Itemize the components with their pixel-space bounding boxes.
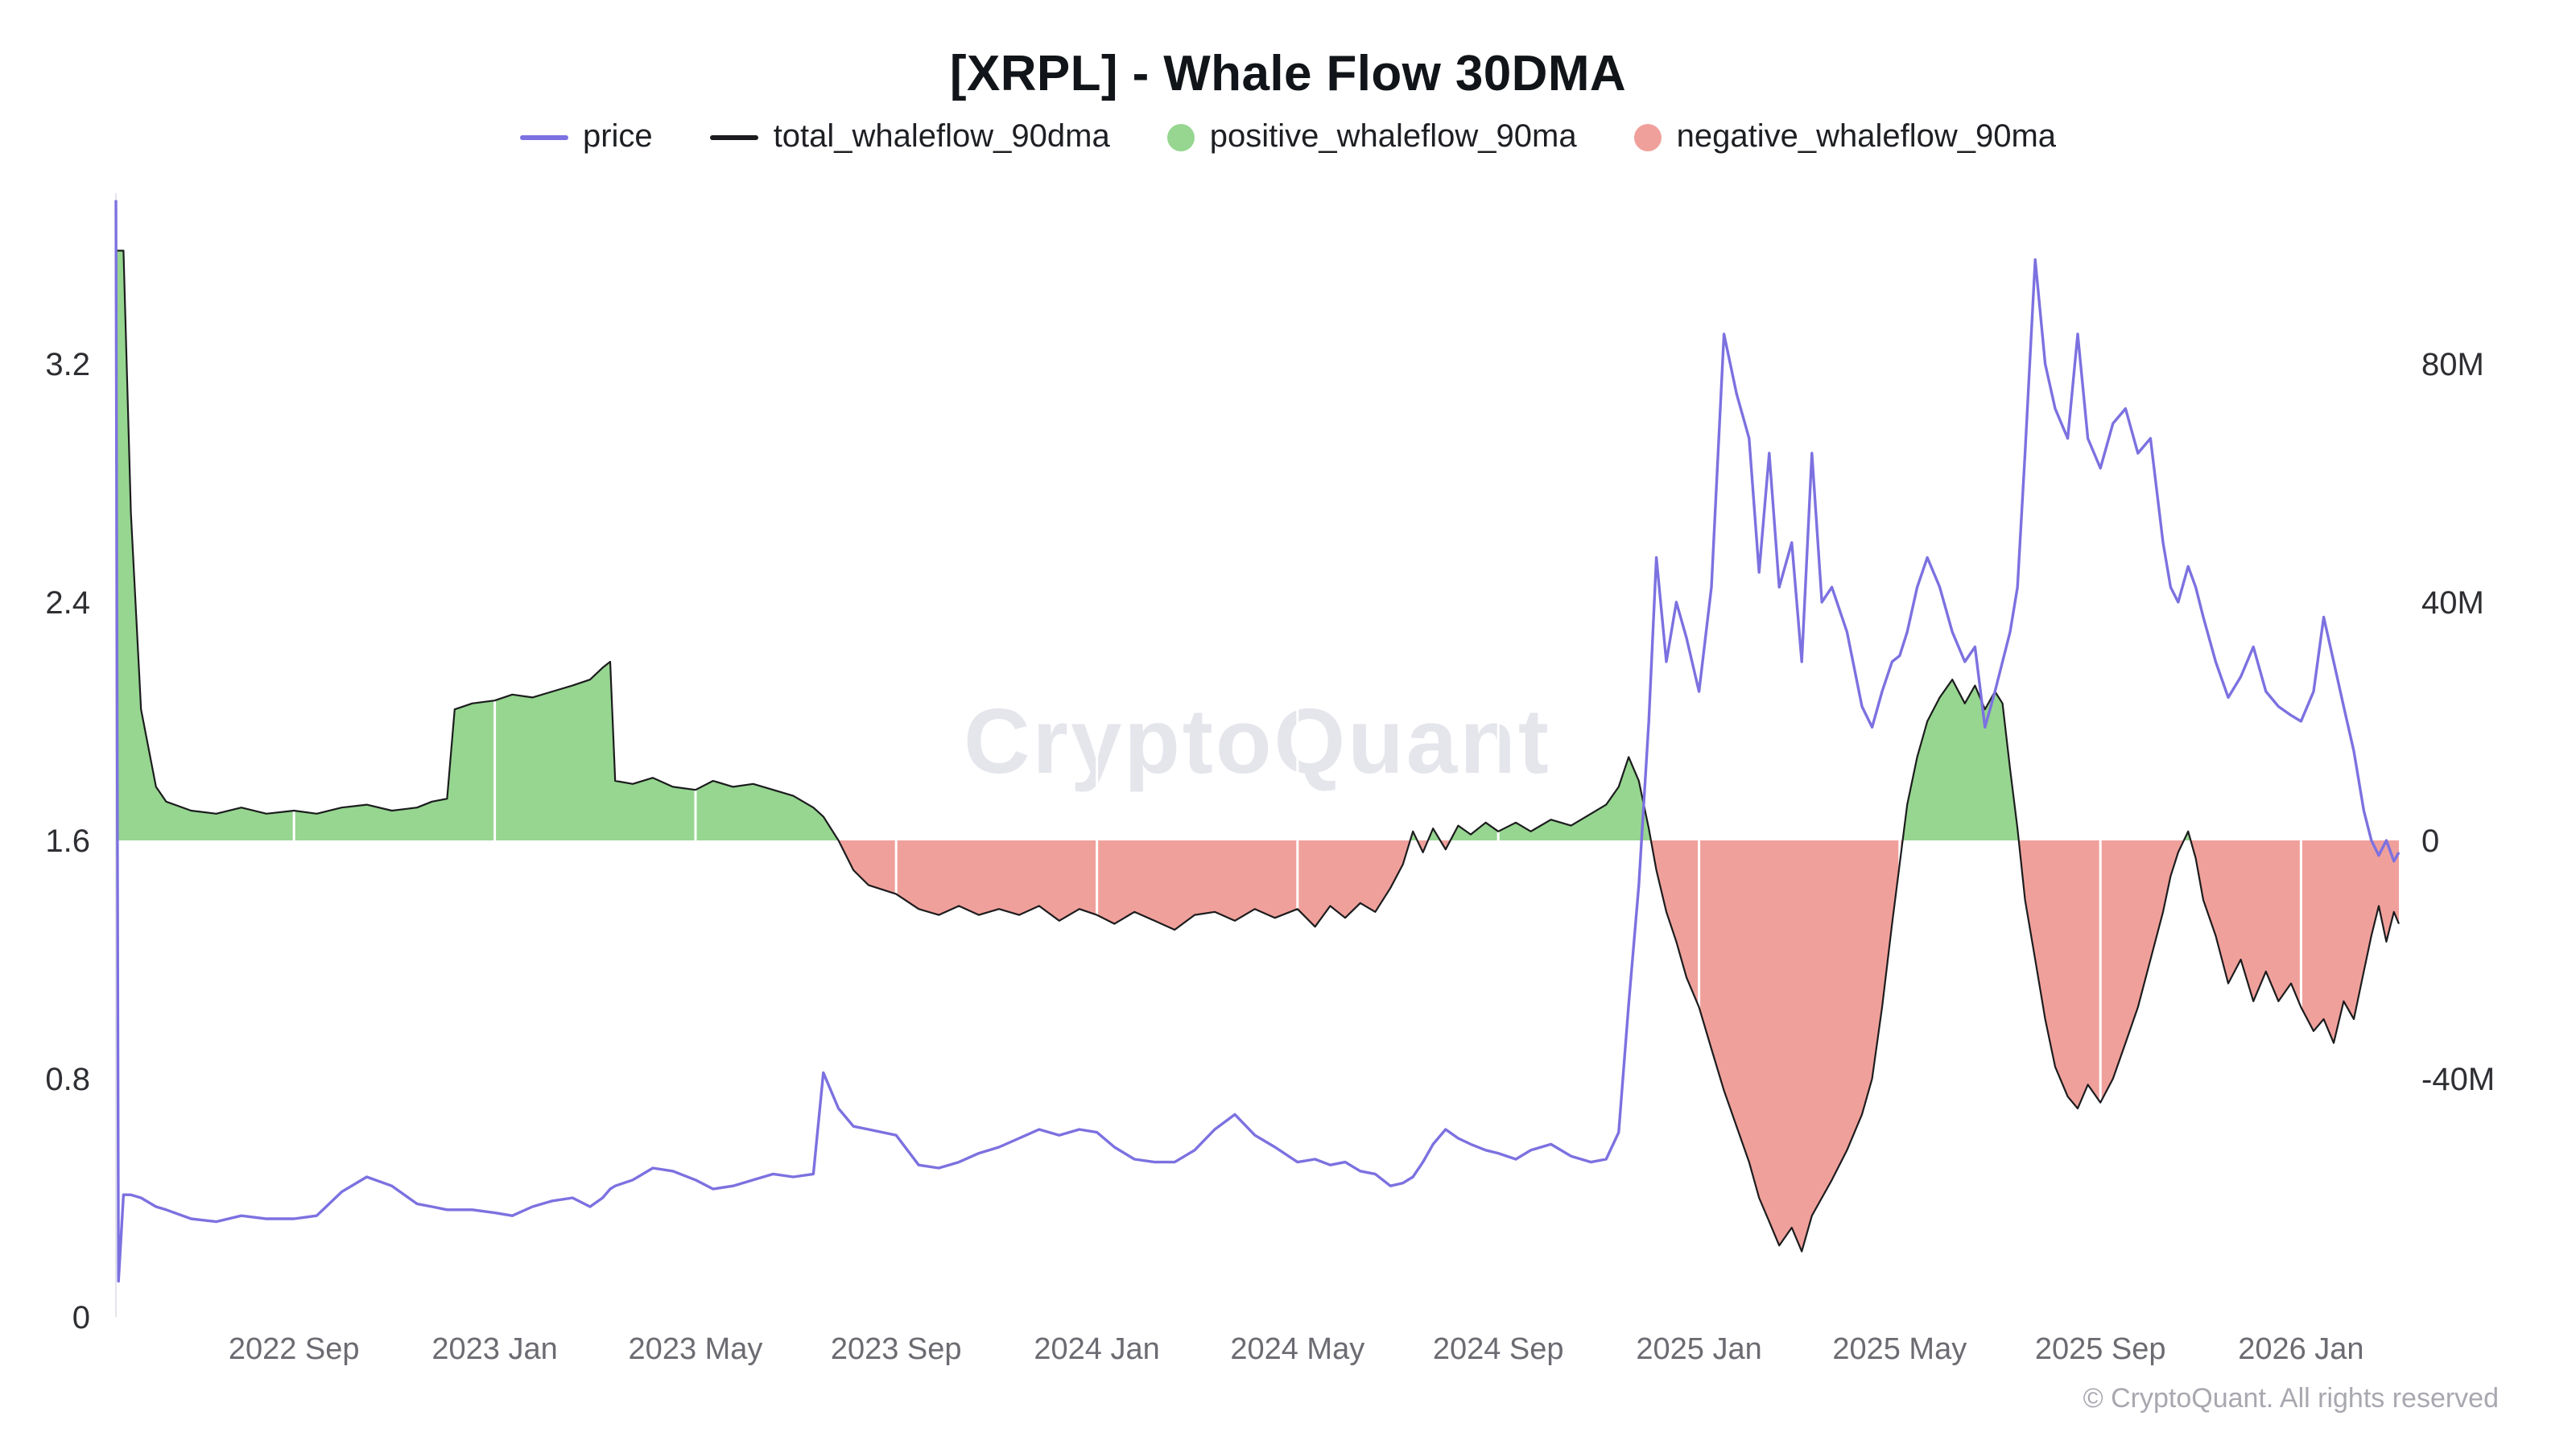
price-axis-tick-label: 1.6 — [45, 824, 90, 859]
x-axis-tick-label: 2024 Jan — [1034, 1332, 1159, 1366]
x-axis-tick-label: 2024 Sep — [1433, 1332, 1564, 1366]
chart-title: [XRPL] - Whale Flow 30DMA — [949, 45, 1627, 101]
legend-swatch-price-line-icon — [519, 134, 568, 139]
flow-axis-tick-label: -40M — [2421, 1062, 2495, 1097]
legend-label: price — [582, 118, 653, 154]
legend-swatch-negative_whaleflow_90ma-dot-icon — [1634, 123, 1662, 151]
x-axis-tick-label: 2025 May — [1832, 1332, 1967, 1366]
copyright-text: © CryptoQuant. All rights reserved — [2083, 1383, 2499, 1414]
x-axis-tick-label: 2024 May — [1230, 1332, 1364, 1366]
legend-item-price[interactable]: price — [519, 118, 653, 155]
x-axis-tick-label: 2023 Jan — [431, 1332, 557, 1366]
legend-swatch-positive_whaleflow_90ma-dot-icon — [1167, 123, 1195, 151]
legend-label: total_whaleflow_90dma — [773, 118, 1110, 154]
x-axis-tick-label: 2026 Jan — [2238, 1332, 2363, 1366]
x-axis-tick-label: 2025 Jan — [1636, 1332, 1761, 1366]
legend-item-total_whaleflow_90dma[interactable]: total_whaleflow_90dma — [710, 118, 1110, 155]
legend-swatch-total_whaleflow_90dma-line-icon — [710, 134, 759, 139]
legend-item-negative_whaleflow_90ma[interactable]: negative_whaleflow_90ma — [1634, 118, 2057, 155]
x-axis-tick-label: 2022 Sep — [229, 1332, 360, 1366]
legend-item-positive_whaleflow_90ma[interactable]: positive_whaleflow_90ma — [1167, 118, 1577, 155]
price-line — [114, 200, 2401, 1283]
price-axis-tick-label: 2.4 — [45, 585, 90, 621]
price-axis-tick-label: 0 — [72, 1300, 90, 1335]
legend-label: negative_whaleflow_90ma — [1676, 118, 2057, 154]
price-axis-tick-label: 0.8 — [45, 1062, 90, 1097]
watermark: CryptoQuant — [964, 691, 1551, 793]
flow-axis-tick-label: 80M — [2421, 347, 2484, 382]
x-axis-tick-label: 2023 May — [629, 1332, 763, 1366]
price-axis-tick-label: 3.2 — [45, 347, 90, 382]
x-axis-tick-label: 2023 Sep — [831, 1332, 962, 1366]
flow-axis-tick-label: 0 — [2421, 824, 2439, 859]
total-whaleflow-line — [116, 250, 2401, 1253]
chart-legend: price total_whaleflow_90dma positive_whale… — [0, 113, 2576, 161]
x-axis-tick-label: 2025 Sep — [2035, 1332, 2166, 1366]
flow-axis-tick-label: 40M — [2421, 585, 2484, 621]
negative-whaleflow-area — [116, 840, 2399, 1252]
chart-plot-area[interactable]: CryptoQuant © CryptoQuant. All rights re… — [0, 161, 2576, 1449]
legend-label: positive_whaleflow_90ma — [1209, 118, 1577, 154]
